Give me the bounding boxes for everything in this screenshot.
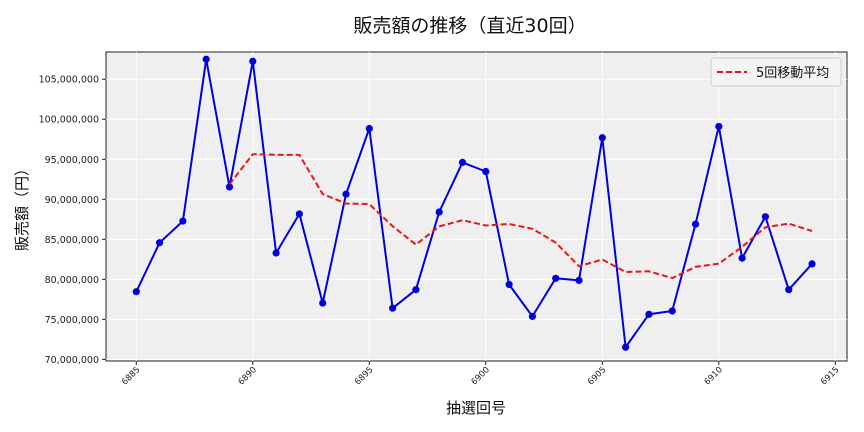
data-point-marker: [342, 190, 350, 198]
x-tick-label: 6910: [703, 365, 725, 387]
data-point-marker: [202, 55, 210, 63]
x-tick-label: 6905: [586, 365, 608, 387]
grid-lines: [106, 52, 847, 361]
plot-area: [105, 51, 848, 362]
legend: 5回移動平均: [710, 57, 842, 87]
y-tick-label: 70,000,000: [45, 355, 99, 366]
data-point-marker: [668, 307, 676, 315]
data-point-marker: [132, 288, 140, 296]
data-point-marker: [295, 210, 304, 218]
x-tick-label: 6885: [120, 365, 142, 387]
y-tick-label: 75,000,000: [45, 315, 99, 326]
data-point-marker: [808, 260, 816, 268]
y-tick-label: 105,000,000: [39, 75, 99, 86]
data-point-marker: [645, 310, 653, 318]
data-point-marker: [389, 304, 397, 312]
y-tick-label: 85,000,000: [45, 235, 99, 246]
data-point-marker: [622, 343, 630, 351]
legend-entry-moving-average: 5回移動平均: [756, 66, 829, 81]
data-point-marker: [365, 124, 373, 133]
y-tick-label: 100,000,000: [39, 115, 99, 126]
y-axis-label: 販売額（円）: [13, 161, 31, 251]
y-tick-label: 80,000,000: [45, 275, 99, 286]
sales-line: [135, 58, 813, 349]
data-point-marker: [435, 208, 443, 216]
data-point-marker: [528, 312, 537, 321]
x-tick-label: 6900: [470, 365, 492, 387]
data-point-marker: [412, 286, 420, 294]
data-point-marker: [598, 134, 606, 142]
x-tick-label: 6890: [237, 365, 259, 387]
data-point-marker: [552, 274, 560, 282]
x-axis-label: 抽選回号: [446, 399, 506, 417]
data-point-marker: [179, 217, 187, 225]
data-point-marker: [715, 122, 723, 131]
data-point-marker: [272, 249, 280, 257]
data-point-marker: [319, 299, 327, 307]
legend-box: [710, 57, 842, 87]
data-series: [132, 55, 816, 351]
data-point-marker: [785, 286, 793, 294]
x-axis-ticks: 6885 6890 6895 6900 6905 6910 6915: [120, 361, 841, 387]
x-tick-label: 6915: [819, 365, 841, 387]
x-tick-label: 6895: [353, 365, 375, 387]
data-point-marker: [691, 220, 700, 228]
data-point-marker: [761, 213, 770, 221]
data-point-marker: [482, 167, 490, 176]
data-point-marker: [249, 57, 257, 65]
y-axis-ticks: 70,000,000 75,000,000 80,000,000 85,000,000…: [39, 75, 106, 366]
chart-title: 販売額の推移（直近30回）: [353, 15, 586, 37]
moving-average-line: [228, 153, 813, 280]
data-point-marker: [505, 280, 513, 289]
y-tick-label: 95,000,000: [45, 155, 99, 166]
data-point-marker: [458, 158, 467, 166]
data-point-marker: [155, 239, 164, 247]
data-point-marker: [225, 183, 234, 191]
data-point-marker: [738, 254, 746, 262]
y-tick-label: 90,000,000: [45, 195, 99, 206]
data-point-marker: [575, 276, 583, 284]
